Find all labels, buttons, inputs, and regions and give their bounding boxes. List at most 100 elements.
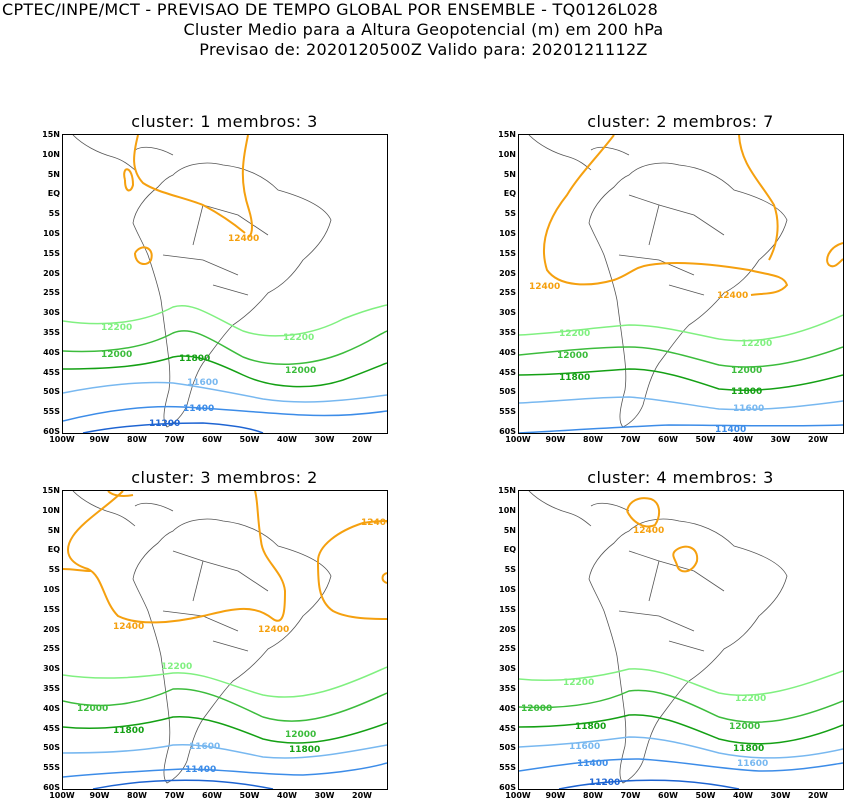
contour-label: 12000: [101, 350, 132, 360]
lon-tick-label: 60W: [658, 435, 678, 444]
contour-11400: 11400: [519, 424, 843, 433]
lat-tick-label: 25S: [499, 288, 516, 298]
lat-tick-label: 60S: [43, 783, 60, 792]
contour-12400: 12400 12400 12400: [63, 491, 387, 635]
contour-12000: 12000 12000: [519, 689, 843, 732]
contour-11800: 11800: [63, 354, 387, 388]
lon-tick-label: 50W: [695, 435, 716, 444]
coastline-segment: [590, 146, 630, 156]
coastline-segment: [162, 254, 239, 276]
contour-11400: 11400: [519, 758, 843, 772]
coastline-segment: [668, 284, 705, 296]
contour-label: 11800: [731, 387, 762, 397]
lat-tick-label: EQ: [47, 189, 60, 199]
coastline-segment: [212, 640, 249, 652]
map-svg: 12400 12200 12200 12000 12000 11800 1160…: [63, 135, 387, 433]
contour-12000: 12000 12000: [63, 688, 387, 740]
map-svg: 12400 12200 12200 12000 12000 11800 1180…: [519, 491, 843, 789]
lat-tick-label: 20S: [499, 624, 516, 634]
panel-cluster-1: cluster: 1 membros: 3 15N 10N 5N EQ 5S 10S 15S…: [2, 112, 388, 452]
contour-12200: 12200 12200: [519, 314, 843, 349]
coastline: [528, 491, 788, 784]
panel-cluster-4: cluster: 4 membros: 3 15N 10N 5N EQ 5S 10S 15S…: [458, 468, 844, 808]
coastline-segment: [134, 502, 174, 512]
lon-tick-label: 70W: [164, 435, 185, 444]
lat-tick-label: 55S: [43, 407, 60, 417]
contour-label: 12400: [361, 518, 387, 528]
lat-tick-label: 40S: [43, 347, 60, 357]
contour-label: 11800: [289, 745, 320, 755]
lat-tick-label: 15N: [498, 486, 516, 495]
contour-label: 12200: [161, 662, 192, 672]
lat-tick-label: 45S: [499, 367, 516, 377]
coastline-segment: [202, 204, 269, 236]
lon-tick-label: 20W: [808, 435, 828, 444]
lon-tick-label: 60W: [658, 791, 678, 800]
lat-tick-label: 35S: [43, 328, 60, 337]
contour-12400: 12400: [626, 497, 699, 573]
coastline-segment: [528, 491, 592, 527]
contour-label: 11400: [185, 765, 216, 775]
lat-tick-label: 30S: [499, 308, 516, 318]
contour-label: 12400: [113, 622, 144, 632]
coastline-segment: [628, 550, 660, 602]
lat-tick-label: EQ: [503, 545, 516, 555]
lat-tick-label: 60S: [499, 427, 516, 436]
contour-label: 11400: [715, 425, 746, 433]
coastline-segment: [72, 135, 136, 171]
lon-tick-label: 70W: [620, 791, 641, 800]
panel-title: cluster: 2 membros: 7: [587, 112, 774, 131]
lon-tick-label: 90W: [545, 435, 566, 444]
coastline: [72, 491, 332, 784]
coastline-segment: [588, 518, 788, 784]
lon-tick-label: 20W: [352, 791, 372, 800]
panel-title: cluster: 3 membros: 2: [131, 468, 318, 487]
lat-tick-label: 5S: [48, 209, 60, 219]
contour-label: 11400: [577, 759, 608, 769]
coastline-segment: [134, 146, 174, 156]
lon-tick-label: 70W: [620, 435, 641, 444]
lat-tick-label: 15N: [498, 130, 516, 139]
contour-label: 12200: [735, 694, 766, 704]
lat-tick-label: 25S: [43, 644, 60, 654]
lat-tick-label: 50S: [43, 387, 60, 397]
lat-tick-label: 60S: [43, 427, 60, 436]
lat-tick-label: 15S: [499, 248, 516, 258]
lat-tick-label: 10S: [43, 585, 60, 594]
lon-tick-label: 60W: [202, 435, 222, 444]
contour-12200: 12200: [63, 662, 387, 698]
contour-11600: 11600 11600: [519, 736, 843, 769]
lat-tick-label: 50S: [43, 743, 60, 753]
header-subtitle: Cluster Medio para a Altura Geopotencial…: [183, 20, 664, 39]
contour-12000: 12000 12000: [63, 330, 387, 376]
contour-label: 11800: [179, 354, 210, 364]
contour-label: 12400: [529, 282, 560, 292]
lat-tick-label: 10S: [499, 585, 516, 594]
panel-title: cluster: 4 membros: 3: [587, 468, 774, 487]
contour-label: 12200: [559, 329, 590, 339]
contour-label: 12000: [731, 366, 762, 376]
contour-label: 11600: [569, 742, 600, 752]
lat-tick-label: 5S: [48, 565, 60, 575]
contour-11600: 11600: [519, 396, 843, 414]
lon-tick-label: 40W: [733, 791, 753, 800]
lat-tick-label: 15N: [42, 130, 60, 139]
lat-tick-label: 10S: [499, 229, 516, 238]
lon-tick-label: 90W: [89, 791, 110, 800]
contour-label: 11400: [183, 404, 214, 414]
contour-11800: 11800 11800: [63, 716, 387, 755]
lon-tick-label: 90W: [89, 435, 110, 444]
lat-tick-label: 20S: [43, 624, 60, 634]
contour-label: 12000: [285, 730, 316, 740]
coastline-segment: [668, 640, 705, 652]
contour-11400: 11400: [63, 404, 387, 422]
contour-label: 12000: [729, 722, 760, 732]
lat-tick-label: 40S: [43, 703, 60, 713]
coastline-segment: [132, 518, 332, 784]
lon-tick-label: 80W: [127, 791, 147, 800]
lon-tick-label: 80W: [583, 435, 603, 444]
contour-label: 12400: [633, 526, 664, 536]
panel-cluster-3: cluster: 3 membros: 2 15N 10N 5N EQ 5S 10S 15S…: [2, 468, 388, 808]
coastline-segment: [172, 550, 204, 602]
contour-label: 12400: [228, 234, 259, 244]
